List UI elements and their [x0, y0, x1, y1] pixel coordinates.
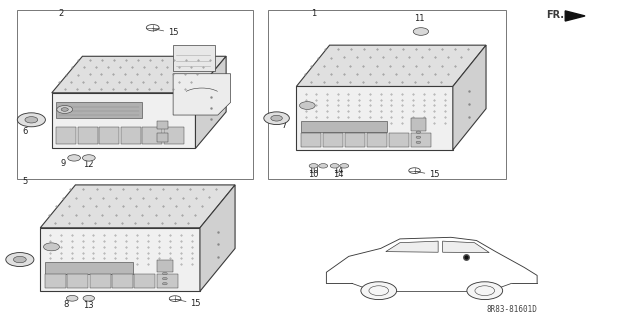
Text: 14: 14 [333, 167, 343, 175]
Circle shape [57, 106, 72, 114]
Text: 10: 10 [308, 167, 319, 175]
Bar [157, 274, 177, 288]
Circle shape [300, 102, 315, 109]
Bar [56, 102, 142, 118]
Text: 5: 5 [22, 177, 28, 186]
Text: 2: 2 [59, 9, 64, 18]
Text: 8: 8 [64, 300, 69, 308]
Bar [112, 274, 133, 288]
Bar [301, 133, 321, 147]
Bar [411, 133, 431, 147]
Circle shape [68, 155, 81, 161]
Text: 9: 9 [60, 159, 65, 168]
Polygon shape [453, 45, 486, 150]
Circle shape [61, 108, 68, 111]
Polygon shape [565, 11, 585, 21]
Text: 7: 7 [281, 121, 286, 130]
Polygon shape [173, 74, 230, 115]
Circle shape [340, 164, 349, 168]
Bar [77, 127, 98, 144]
Circle shape [264, 112, 289, 124]
Polygon shape [296, 45, 486, 86]
Bar [301, 121, 387, 132]
Bar [157, 121, 168, 130]
Circle shape [163, 283, 167, 285]
Circle shape [13, 256, 26, 263]
Circle shape [413, 28, 429, 35]
Bar [367, 133, 387, 147]
Polygon shape [52, 56, 226, 93]
Text: 13: 13 [83, 301, 94, 310]
Bar [142, 127, 163, 144]
Circle shape [319, 164, 328, 168]
Bar [157, 260, 173, 272]
Polygon shape [40, 185, 235, 228]
Polygon shape [40, 228, 200, 291]
Circle shape [83, 295, 95, 301]
Polygon shape [386, 241, 438, 252]
Circle shape [309, 164, 318, 168]
Text: 10: 10 [308, 170, 319, 179]
Text: 15: 15 [429, 170, 440, 179]
Circle shape [163, 272, 167, 275]
Text: 11: 11 [413, 14, 424, 23]
Bar [345, 133, 365, 147]
Circle shape [467, 282, 502, 300]
Text: 15: 15 [190, 299, 201, 308]
Circle shape [416, 136, 420, 138]
Text: 6: 6 [22, 127, 28, 136]
Polygon shape [195, 56, 226, 148]
Bar [56, 127, 76, 144]
Circle shape [361, 282, 397, 300]
Circle shape [25, 117, 38, 123]
Bar [411, 118, 426, 131]
Circle shape [271, 115, 282, 121]
Bar [67, 274, 88, 288]
Bar [164, 127, 184, 144]
Bar [99, 127, 119, 144]
Circle shape [416, 141, 420, 144]
Polygon shape [200, 185, 235, 291]
Text: 14: 14 [333, 170, 343, 179]
Circle shape [83, 155, 95, 161]
Circle shape [416, 131, 420, 133]
Text: 12: 12 [84, 160, 94, 169]
Bar [121, 127, 141, 144]
Bar [134, 274, 156, 288]
Text: 8R83-81601D: 8R83-81601D [486, 305, 537, 314]
Text: 4: 4 [145, 136, 150, 145]
Bar [157, 133, 168, 142]
Circle shape [44, 243, 60, 251]
Text: FR.: FR. [546, 10, 564, 20]
Circle shape [67, 295, 78, 301]
Bar [173, 45, 214, 70]
Bar [90, 274, 111, 288]
Bar [388, 133, 409, 147]
Polygon shape [296, 86, 453, 150]
Text: 1: 1 [311, 9, 316, 18]
Bar [323, 133, 343, 147]
Circle shape [330, 164, 339, 168]
Circle shape [6, 253, 34, 267]
Polygon shape [443, 241, 489, 253]
Text: 15: 15 [168, 28, 179, 37]
Bar [45, 262, 133, 273]
Circle shape [17, 113, 45, 127]
Circle shape [163, 278, 167, 280]
Bar [45, 274, 66, 288]
Polygon shape [52, 93, 195, 148]
